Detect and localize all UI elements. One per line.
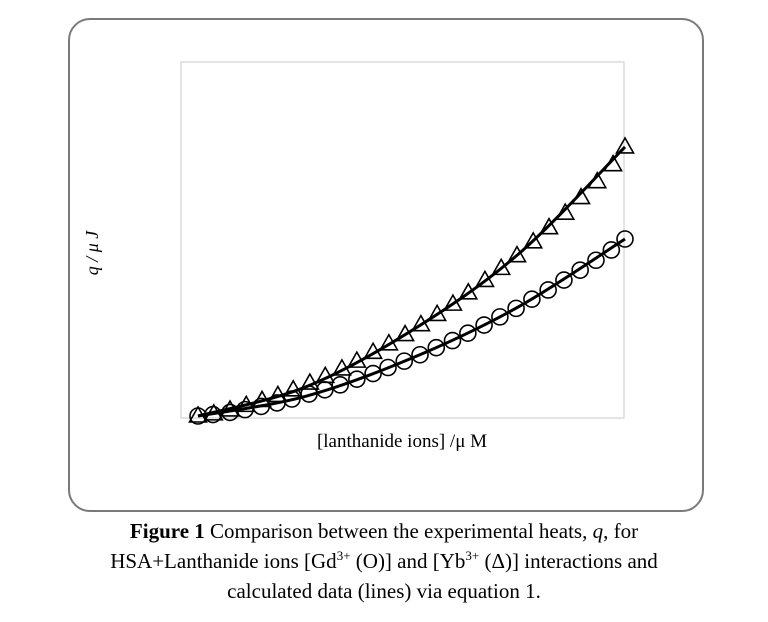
data-point-circle-10 xyxy=(348,370,366,388)
data-point-triangle-8 xyxy=(315,365,336,384)
caption-text-1-end: , for xyxy=(603,519,639,543)
data-point-circle-20 xyxy=(507,299,525,318)
caption-q-symbol: q xyxy=(592,519,604,543)
data-point-circle-15 xyxy=(427,338,446,357)
caption-text-2a: HSA+Lanthanide ions [Gd xyxy=(110,549,337,573)
data-point-triangle-2 xyxy=(220,399,240,417)
figure-label: Figure 1 xyxy=(129,519,205,543)
data-point-triangle-16 xyxy=(443,293,463,311)
data-point-triangle-24 xyxy=(571,186,591,205)
data-point-triangle-27 xyxy=(615,136,635,154)
caption-text-2b: (O)] and [Yb xyxy=(350,549,466,573)
data-point-circle-6 xyxy=(283,390,301,408)
data-point-triangle-6 xyxy=(283,379,304,397)
data-point-triangle-21 xyxy=(523,231,544,249)
data-point-circle-17 xyxy=(459,324,477,342)
data-point-triangle-3 xyxy=(236,394,257,413)
caption-text-1: Comparison between the experimental heat… xyxy=(204,519,593,543)
data-point-triangle-1 xyxy=(203,403,224,421)
data-point-triangle-19 xyxy=(491,257,512,276)
data-point-circle-13 xyxy=(395,352,414,370)
data-point-circle-14 xyxy=(411,345,429,364)
data-point-circle-25 xyxy=(587,251,605,270)
data-point-triangle-13 xyxy=(395,323,415,342)
data-point-triangle-5 xyxy=(267,384,288,403)
caption-sup-gd: 3+ xyxy=(336,548,351,563)
data-point-triangle-18 xyxy=(475,269,495,288)
data-point-circle-27 xyxy=(616,230,634,248)
data-point-triangle-25 xyxy=(587,171,608,189)
data-point-circle-9 xyxy=(331,376,349,394)
data-point-circle-18 xyxy=(475,316,493,334)
data-point-triangle-15 xyxy=(427,303,447,322)
fit-lines xyxy=(197,145,627,418)
data-point-triangle-23 xyxy=(555,202,576,220)
x-axis-label: [lanthanide ions] /μ M xyxy=(317,431,487,452)
y-axis-label: q / μ J xyxy=(82,230,102,276)
data-point-circle-22 xyxy=(539,281,557,299)
data-point-circle-16 xyxy=(443,331,462,350)
data-point-triangle-22 xyxy=(539,217,559,235)
plot-area xyxy=(180,61,625,419)
data-point-circle-11 xyxy=(364,364,382,383)
data-point-triangle-12 xyxy=(378,333,399,351)
data-point-circle-24 xyxy=(571,261,589,279)
data-point-circle-23 xyxy=(555,271,573,289)
data-point-circle-12 xyxy=(379,358,397,377)
data-point-triangle-7 xyxy=(300,372,320,390)
caption-line-2: HSA+Lanthanide ions [Gd3+ (O)] and [Yb3+… xyxy=(0,546,768,576)
figure-frame xyxy=(68,18,704,512)
data-point-triangle-17 xyxy=(458,282,479,300)
figure-caption: Figure 1 Comparison between the experime… xyxy=(0,516,768,606)
data-point-circle-21 xyxy=(523,290,541,308)
data-point-triangle-11 xyxy=(363,341,383,360)
caption-line-1: Figure 1 Comparison between the experime… xyxy=(0,516,768,546)
data-point-triangle-9 xyxy=(332,358,352,376)
caption-sup-yb: 3+ xyxy=(465,548,480,563)
data-point-circle-19 xyxy=(491,308,509,326)
data-point-triangle-14 xyxy=(411,314,431,332)
fit-line-circle xyxy=(197,237,626,418)
data-point-triangle-4 xyxy=(252,389,272,408)
data-point-triangle-0 xyxy=(188,405,208,423)
data-point-circle-26 xyxy=(602,241,621,259)
caption-line-3: calculated data (lines) via equation 1. xyxy=(227,579,541,603)
data-point-triangle-26 xyxy=(603,154,623,172)
data-markers xyxy=(188,136,635,425)
data-point-triangle-20 xyxy=(507,245,527,263)
caption-text-2c: (Δ)] interactions and xyxy=(479,549,658,573)
data-point-triangle-10 xyxy=(346,350,367,368)
